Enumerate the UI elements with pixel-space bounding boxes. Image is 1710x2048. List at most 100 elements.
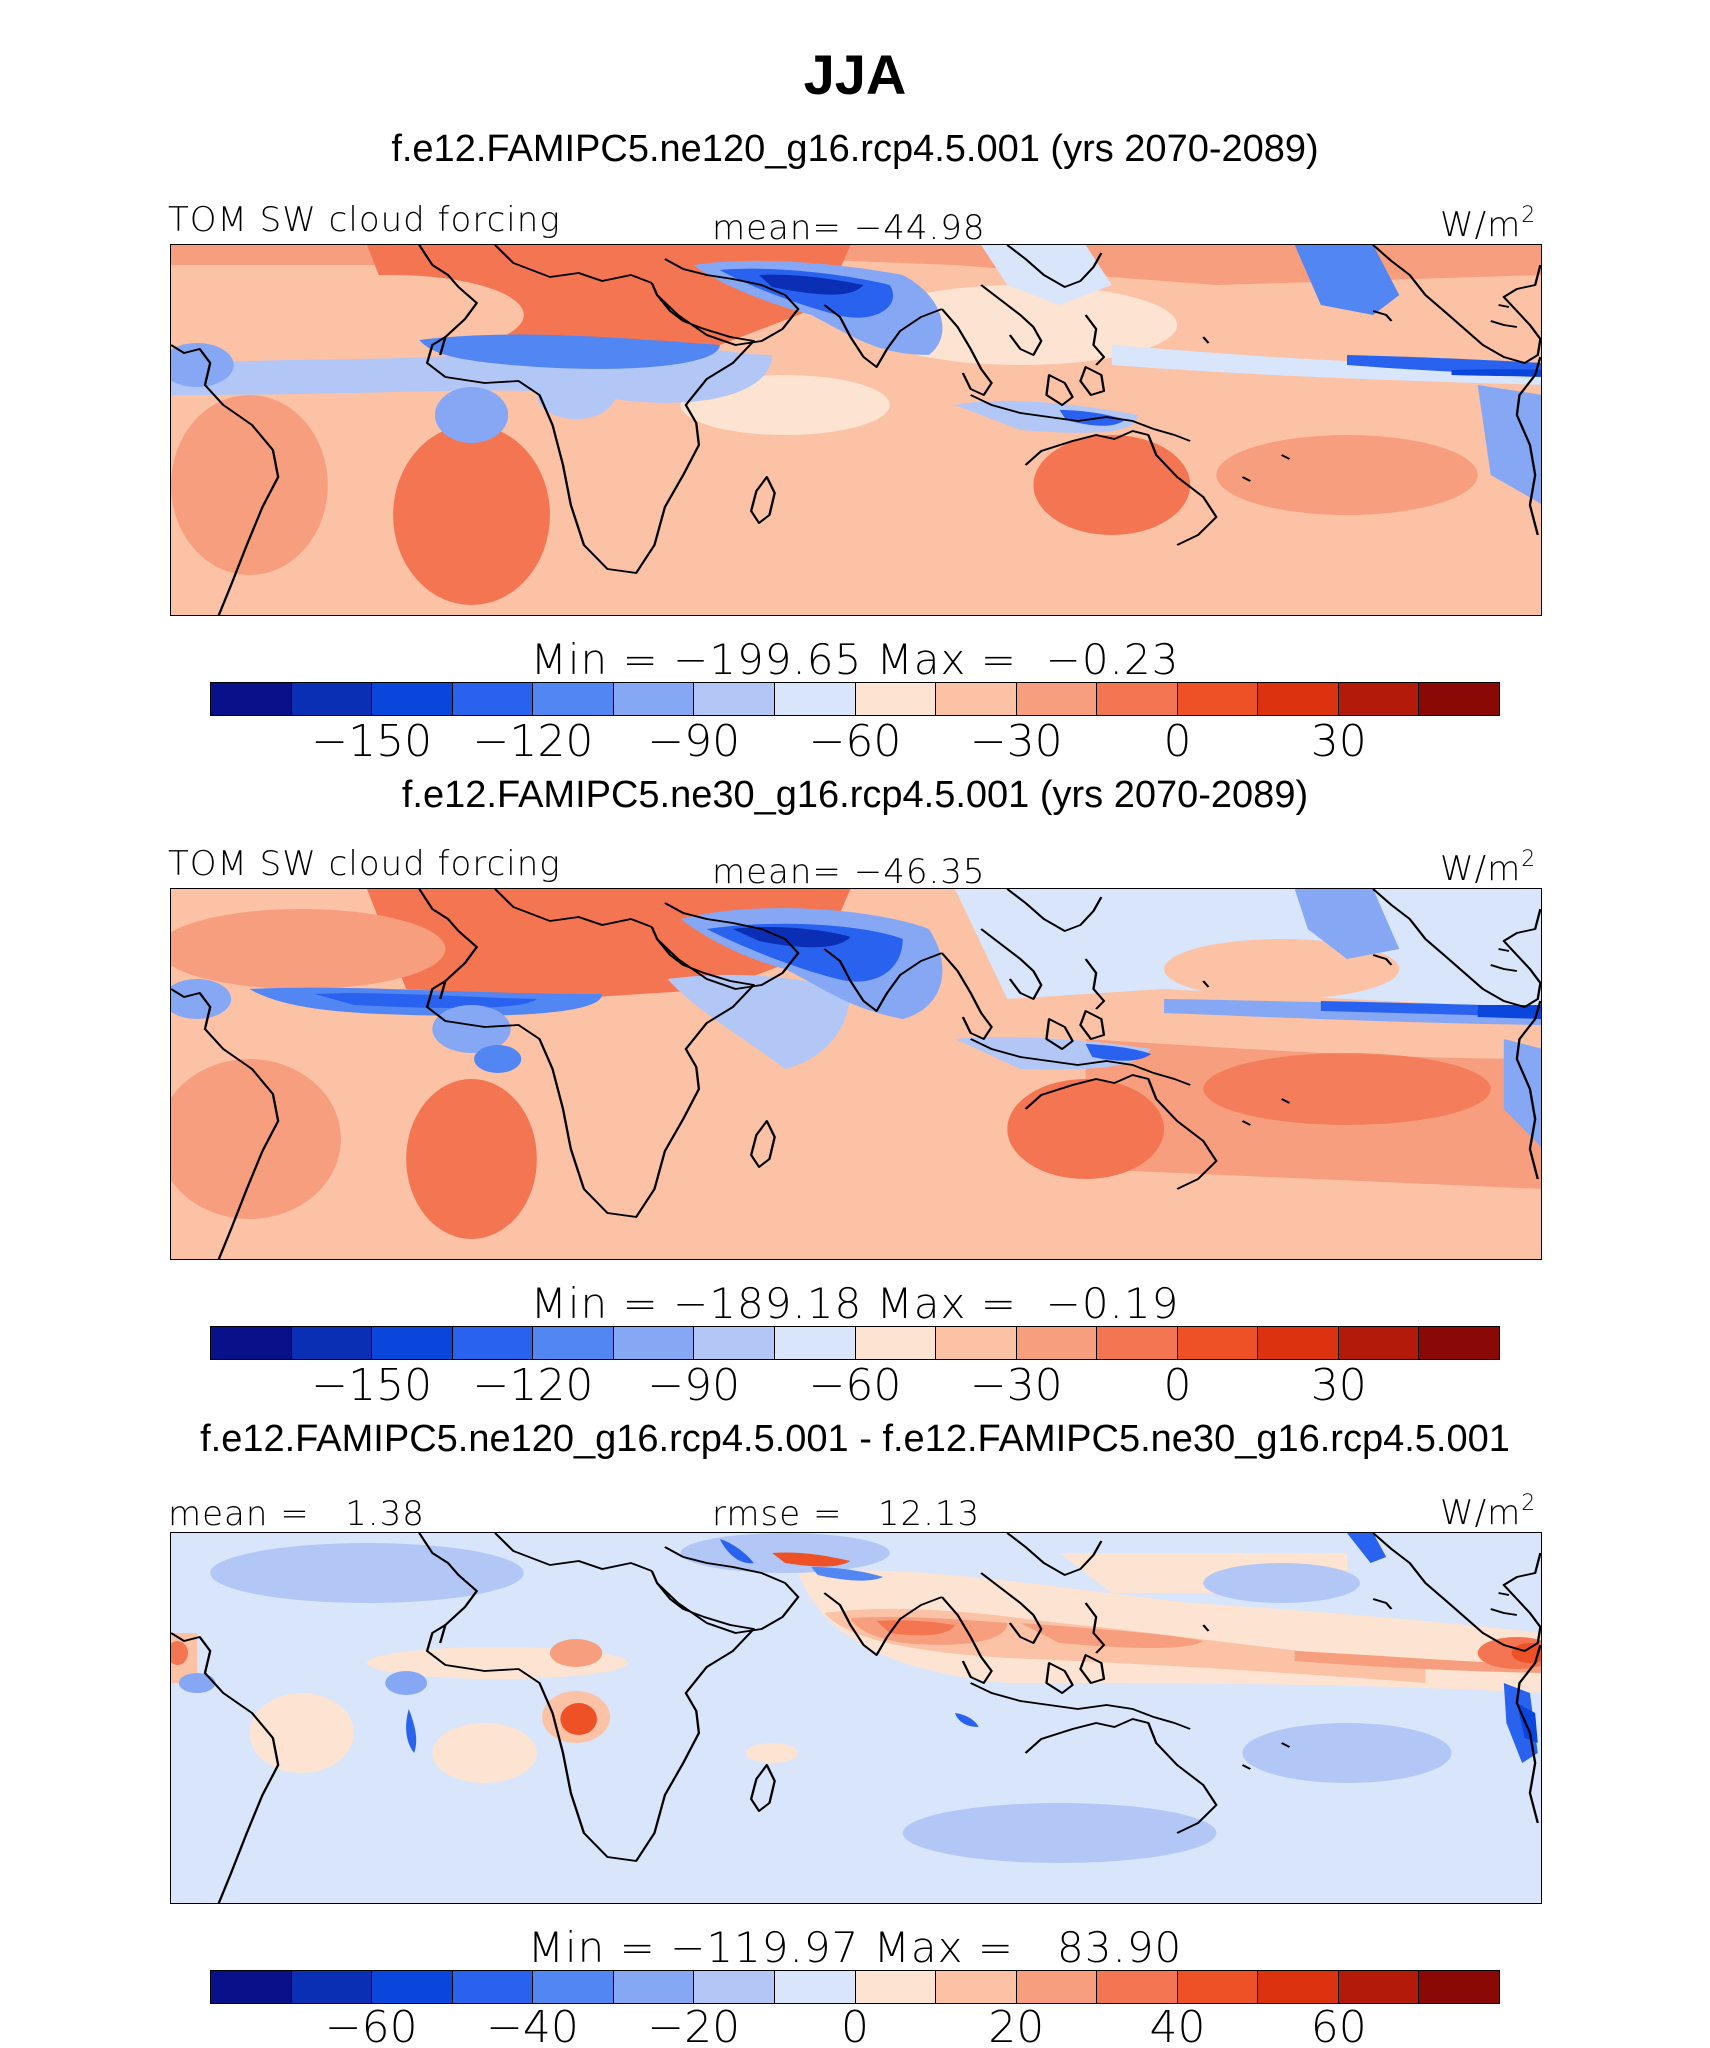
units-sup-3: 2 [1521,1491,1537,1516]
mean-label-2: mean= −46.35 [712,852,986,892]
map-panel-3 [170,1532,1542,1904]
colorbar-2-tick-label: 0 [1163,1360,1192,1411]
map-panel-1 [170,244,1542,616]
colorbar-1-box [372,683,453,715]
colorbar-1-box [1419,683,1499,715]
colorbar-3-tick-label: 0 [841,2004,869,2048]
colorbar-1-tick-label: 0 [1163,716,1192,767]
colorbar-3-box [855,1971,937,2003]
colorbar-1-box [211,683,292,715]
colorbar-2-box [1338,1327,1420,1359]
colorbar-3-tick-label: 60 [1310,2004,1367,2048]
colorbar-2-box [855,1327,937,1359]
colorbar-1-box [936,683,1017,715]
units-label-1: W/m2 [1440,196,1536,245]
colorbar-2-box [1419,1327,1499,1359]
case-title-3: f.e12.FAMIPC5.ne120_g16.rcp4.5.001 - f.e… [200,1418,1510,1460]
minmax-1: Min = −199.65 Max = −0.23 [530,635,1180,684]
colorbar-2-box [291,1327,373,1359]
colorbar-1-tick-label: −120 [472,716,594,767]
colorbar-2-tick-label: −90 [647,1360,741,1411]
colorbar-1-box [1097,683,1178,715]
colorbar-1-box [1177,683,1259,715]
colorbar-2-box [533,1327,614,1359]
colorbar-3-box [291,1971,373,2003]
minmax-3: Min = −119.97 Max = 83.90 [527,1923,1183,1972]
colorbar-2-box [936,1327,1017,1359]
units-label-3: W/m2 [1440,1484,1536,1533]
rmse-label: rmse = 12.13 [712,1494,981,1534]
colorbar-2-box [1177,1327,1259,1359]
map-panel-2 [170,888,1542,1260]
colorbar-2-tick-label: −150 [311,1360,433,1411]
colorbar-3-tick-label: 40 [1149,2004,1206,2048]
colorbar-2-box [694,1327,775,1359]
colorbar-3-box [1419,1971,1499,2003]
colorbar-1-box [533,683,614,715]
diff-mean-label: mean = 1.38 [168,1494,425,1534]
colorbar-1-box [855,683,937,715]
colorbar-1-tick-label: −90 [647,716,741,767]
colorbar-3-box [1258,1971,1339,2003]
field-label-2: TOM SW cloud forcing [168,844,561,884]
colorbar-ticks-2: −150 −120 −90 −60 −30 0 30 [0,1362,1710,1412]
colorbar-3-box [1338,1971,1420,2003]
colorbar-1-box [1016,683,1098,715]
mean-label-1: mean= −44.98 [712,208,986,248]
units-text-2: W/m [1440,849,1522,889]
colorbar-3-box [774,1971,856,2003]
units-sup-2: 2 [1521,847,1537,872]
colorbar-3-box [372,1971,453,2003]
units-label-2: W/m2 [1440,840,1536,889]
colorbar-3-box [211,1971,292,2003]
colorbar-2-tick-label: −60 [808,1360,902,1411]
colorbar-3-box [1016,1971,1098,2003]
colorbar-ticks-1: −150 −120 −90 −60 −30 0 30 [0,718,1710,768]
map-svg-1 [171,245,1541,615]
colorbar-1-tick-label: −60 [808,716,902,767]
field-label-1: TOM SW cloud forcing [168,200,561,240]
colorbar-3-box [1177,1971,1259,2003]
colorbar-3-box [936,1971,1017,2003]
main-title: JJA [803,43,907,106]
colorbar-1-box [774,683,856,715]
colorbar-2-box [1016,1327,1098,1359]
colorbar-2-box [1097,1327,1178,1359]
colorbar-3-tick-label: −40 [486,2004,579,2048]
colorbar-3-tick-label: 20 [988,2004,1045,2048]
colorbar-2-box [774,1327,856,1359]
colorbar-1-tick-label: 30 [1310,716,1367,767]
case-title-2: f.e12.FAMIPC5.ne30_g16.rcp4.5.001 (yrs 2… [401,774,1309,816]
colorbar-1-box [694,683,775,715]
map-svg-3 [171,1533,1541,1903]
colorbar-3-tick-label: −60 [324,2004,418,2048]
colorbar-2-box [452,1327,534,1359]
colorbar-1-box [452,683,534,715]
colorbar-2-box [211,1327,292,1359]
colorbar-3-box [1097,1971,1178,2003]
colorbar-1-box [1258,683,1339,715]
colorbar-3-box [613,1971,695,2003]
colorbar-1-tick-label: −150 [311,716,433,767]
colorbar-1 [210,682,1500,716]
map-svg-2 [171,889,1541,1259]
minmax-2: Min = −189.18 Max = −0.19 [530,1279,1180,1328]
colorbar-3-box [452,1971,534,2003]
colorbar-2 [210,1326,1500,1360]
case-title-1: f.e12.FAMIPC5.ne120_g16.rcp4.5.001 (yrs … [391,128,1319,170]
colorbar-2-box [613,1327,695,1359]
colorbar-3 [210,1970,1500,2004]
colorbar-1-box [613,683,695,715]
colorbar-2-box [1258,1327,1339,1359]
units-text-1: W/m [1440,205,1522,245]
colorbar-1-tick-label: −30 [969,716,1063,767]
colorbar-2-tick-label: −30 [969,1360,1063,1411]
colorbar-3-box [694,1971,775,2003]
units-text-3: W/m [1440,1493,1522,1533]
colorbar-ticks-3: −60 −40 −20 0 20 40 60 [0,2004,1710,2048]
colorbar-2-tick-label: −120 [472,1360,594,1411]
units-sup-1: 2 [1521,203,1537,228]
colorbar-2-box [372,1327,453,1359]
colorbar-3-box [533,1971,614,2003]
colorbar-2-tick-label: 30 [1310,1360,1367,1411]
